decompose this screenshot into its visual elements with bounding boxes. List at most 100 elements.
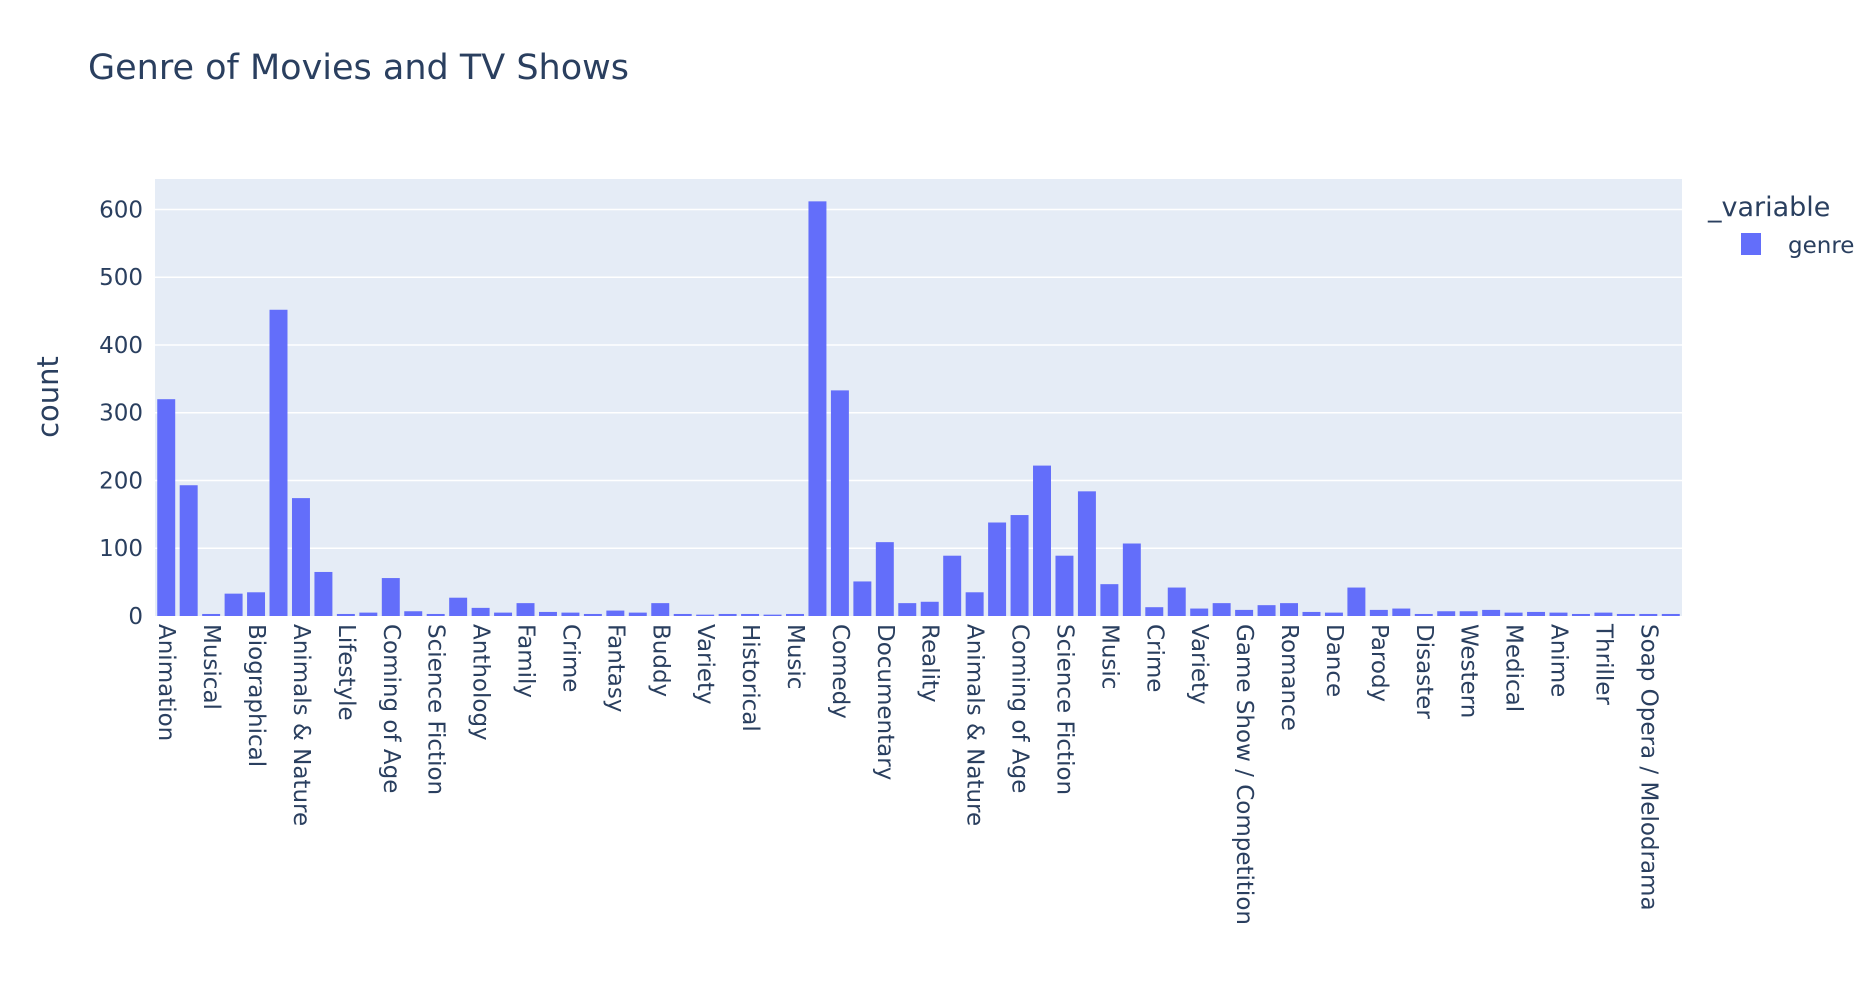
- legend[interactable]: _variable genre: [1707, 192, 1854, 259]
- x-tick-label: Reality: [917, 624, 943, 703]
- bar[interactable]: [1212, 603, 1231, 616]
- bar[interactable]: [1167, 587, 1186, 616]
- plot-area: [155, 179, 1682, 616]
- bar[interactable]: [247, 592, 266, 616]
- bar[interactable]: [1414, 613, 1433, 616]
- bar[interactable]: [449, 597, 468, 616]
- bar[interactable]: [1347, 587, 1366, 616]
- y-tick-label: 100: [99, 536, 143, 562]
- x-tick-label: Buddy: [647, 624, 673, 697]
- x-tick-label: Biographical: [243, 624, 269, 767]
- bar[interactable]: [404, 611, 423, 616]
- y-axis-title: count: [31, 356, 65, 438]
- bar[interactable]: [494, 612, 513, 616]
- bar[interactable]: [965, 592, 984, 616]
- bar[interactable]: [830, 390, 849, 616]
- x-tick-label: Animals & Nature: [288, 624, 314, 826]
- bar[interactable]: [1122, 543, 1141, 616]
- bar[interactable]: [875, 542, 894, 616]
- bar[interactable]: [179, 485, 198, 616]
- x-tick-label: Medical: [1501, 624, 1527, 712]
- bar[interactable]: [1549, 612, 1568, 616]
- bar[interactable]: [1459, 611, 1478, 616]
- bar[interactable]: [786, 613, 804, 616]
- bar[interactable]: [920, 601, 939, 616]
- x-tick-label: Family: [513, 624, 539, 698]
- bar[interactable]: [1392, 608, 1411, 616]
- bar[interactable]: [741, 613, 760, 616]
- bar[interactable]: [853, 581, 872, 616]
- x-tick-label: Lifestyle: [333, 624, 359, 721]
- bar[interactable]: [1100, 584, 1119, 616]
- bar[interactable]: [291, 498, 310, 616]
- bar[interactable]: [561, 612, 580, 616]
- bar[interactable]: [673, 613, 692, 616]
- bar[interactable]: [718, 613, 737, 616]
- bar[interactable]: [1077, 491, 1096, 616]
- bar[interactable]: [1257, 605, 1276, 616]
- y-tick-label: 0: [128, 604, 143, 630]
- bar[interactable]: [516, 603, 535, 616]
- x-tick-label: Comedy: [827, 624, 853, 719]
- bar[interactable]: [471, 607, 490, 616]
- bar[interactable]: [1010, 515, 1029, 616]
- legend-swatch[interactable]: [1741, 233, 1761, 255]
- bar[interactable]: [1616, 613, 1635, 616]
- bar[interactable]: [269, 309, 288, 616]
- x-tick-label: Music: [782, 624, 808, 689]
- bar[interactable]: [808, 201, 827, 616]
- chart-title: Genre of Movies and TV Shows: [88, 48, 629, 88]
- y-tick-label: 200: [99, 468, 143, 494]
- bar[interactable]: [538, 611, 557, 616]
- x-tick-label: Game Show / Competition: [1231, 624, 1257, 925]
- bar[interactable]: [1302, 611, 1321, 616]
- bar[interactable]: [202, 613, 221, 616]
- bar[interactable]: [1527, 611, 1546, 616]
- bar[interactable]: [1639, 613, 1658, 616]
- bar[interactable]: [1437, 611, 1456, 616]
- bar[interactable]: [336, 613, 355, 616]
- bar[interactable]: [426, 613, 445, 616]
- x-tick-label: Dance: [1321, 624, 1347, 697]
- bar[interactable]: [1055, 555, 1074, 616]
- bar[interactable]: [628, 612, 647, 616]
- x-tick-label: Disaster: [1411, 624, 1437, 719]
- bar[interactable]: [314, 571, 333, 616]
- bar[interactable]: [651, 603, 670, 616]
- legend-item-label[interactable]: genre: [1788, 233, 1854, 259]
- x-tick-label: Coming of Age: [1007, 624, 1033, 793]
- bar[interactable]: [606, 610, 625, 616]
- bar[interactable]: [696, 614, 715, 616]
- y-tick-label: 400: [99, 333, 143, 359]
- x-tick-label: Crime: [1141, 624, 1167, 692]
- bar[interactable]: [1033, 465, 1051, 616]
- bar[interactable]: [1594, 612, 1613, 616]
- bar[interactable]: [224, 593, 243, 616]
- bar[interactable]: [381, 578, 400, 616]
- bar[interactable]: [988, 522, 1007, 616]
- bar[interactable]: [763, 614, 782, 616]
- bar[interactable]: [1324, 612, 1343, 616]
- x-tick-label: Romance: [1276, 624, 1302, 731]
- x-axis: Animation Musical Biographical Animals & Na…: [153, 623, 1661, 925]
- bar[interactable]: [1145, 607, 1164, 616]
- bar[interactable]: [359, 612, 378, 616]
- bar[interactable]: [1504, 612, 1523, 616]
- bar[interactable]: [1369, 609, 1388, 616]
- x-tick-label: Variety: [1186, 624, 1212, 705]
- bar[interactable]: [1482, 609, 1501, 616]
- bar[interactable]: [898, 603, 917, 616]
- bar[interactable]: [1661, 613, 1680, 616]
- y-tick-label: 500: [99, 265, 143, 291]
- bar[interactable]: [157, 399, 176, 616]
- y-axis: 0 100 200 300 400 500 600: [99, 197, 143, 630]
- x-tick-label: Animation: [153, 624, 179, 741]
- bar[interactable]: [1571, 613, 1590, 616]
- bar[interactable]: [583, 613, 602, 616]
- bars: [157, 201, 1680, 616]
- bar[interactable]: [1190, 608, 1209, 616]
- x-tick-label: Variety: [692, 624, 718, 705]
- bar[interactable]: [1235, 609, 1254, 616]
- bar[interactable]: [1280, 603, 1299, 616]
- bar[interactable]: [943, 555, 962, 616]
